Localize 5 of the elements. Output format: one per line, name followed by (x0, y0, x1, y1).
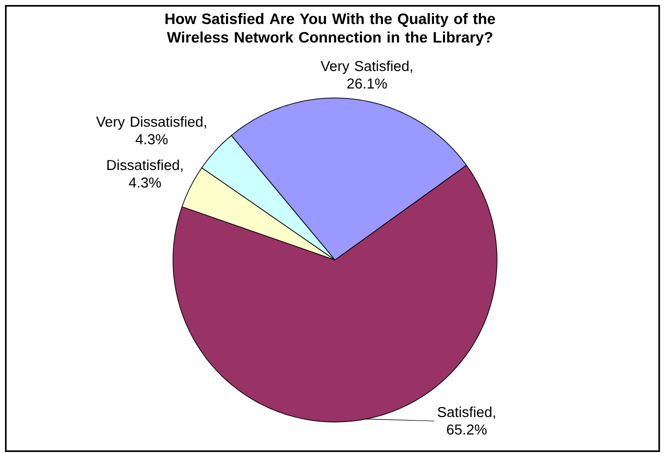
data-label: Dissatisfied, 4.3% (107, 160, 183, 188)
chart-title: How Satisfied Are You With the Quality of the Wireless Network Connection in the Library? (166, 13, 495, 46)
data-label: Satisfied, 65.2% (438, 406, 496, 435)
data-label: Very Satisfied, 26.1% (320, 60, 412, 89)
data-label: Very Dissatisfied, 4.3% (96, 116, 206, 144)
